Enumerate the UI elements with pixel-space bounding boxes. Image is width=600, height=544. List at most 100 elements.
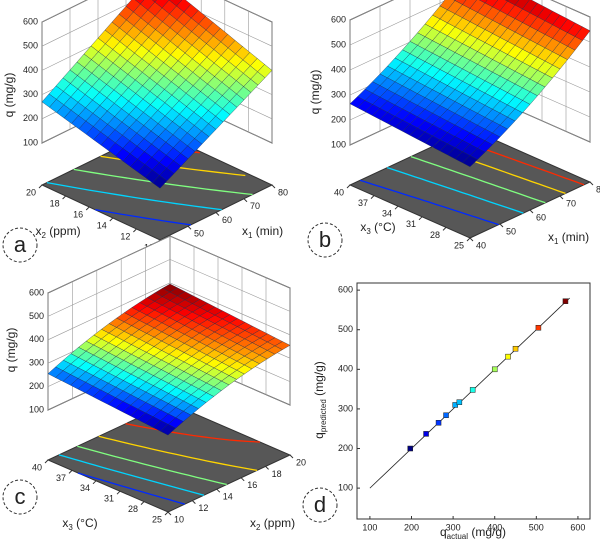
- axis-title: q (mg/g): [2, 73, 16, 118]
- tick-mark: [560, 196, 563, 199]
- tick-mark: [86, 207, 89, 210]
- tick-mark: [371, 196, 374, 199]
- tick-mark: [117, 491, 120, 494]
- y-tick-label: 34: [80, 483, 90, 493]
- y-tick-label: 25: [454, 240, 464, 250]
- axis-unit: (mg/g): [312, 361, 326, 399]
- point: [536, 325, 541, 330]
- tick-mark: [470, 238, 473, 241]
- z-tick-label: 400: [331, 64, 346, 74]
- y-tick-label: 28: [128, 504, 138, 514]
- tick-mark: [467, 238, 470, 241]
- y-tick-label: 34: [382, 209, 392, 219]
- axis-symbol: q: [2, 111, 16, 118]
- point: [408, 446, 413, 451]
- plot-frame: [357, 283, 590, 519]
- axis-title: q (mg/g): [308, 70, 322, 115]
- point: [506, 354, 511, 359]
- axis-symbol: q: [308, 108, 322, 115]
- z-tick-label: 600: [29, 287, 44, 297]
- x-tick-label: 50: [194, 229, 204, 239]
- axis-unit: (min): [558, 230, 589, 244]
- axis-symbol: q: [312, 432, 326, 439]
- y-tick-label: 37: [358, 198, 368, 208]
- axis-symbol: q: [440, 525, 447, 539]
- y-tick-label: 300: [338, 403, 353, 413]
- x-tick-label: 80: [596, 184, 600, 194]
- point: [436, 420, 441, 425]
- tick-mark: [141, 502, 144, 505]
- x-tick-label: 10: [174, 514, 184, 524]
- axis-unit: (mg/g): [2, 73, 16, 111]
- tick-mark: [419, 217, 422, 220]
- axis-title: x2 (ppm): [250, 516, 295, 532]
- tick-mark: [217, 489, 220, 492]
- z-tick-label: 600: [23, 16, 38, 26]
- axis-unit: (ppm): [260, 516, 295, 530]
- y-tick-label: 12: [120, 231, 130, 241]
- y-tick-label: 31: [104, 494, 114, 504]
- axis-title: x1 (min): [242, 224, 283, 240]
- z-tick-label: 100: [29, 404, 44, 414]
- tick-mark: [395, 206, 398, 209]
- z-tick-label: 300: [29, 358, 44, 368]
- axis-title: x3 (°C): [360, 220, 395, 236]
- x-tick-label: 200: [404, 522, 419, 532]
- y-tick-label: 37: [56, 473, 66, 483]
- axis-unit: (ppm): [46, 224, 81, 238]
- point: [492, 367, 497, 372]
- tick-mark: [241, 478, 244, 481]
- y-tick-label: 40: [32, 462, 42, 472]
- point: [563, 299, 568, 304]
- axis-unit: (°C): [371, 220, 396, 234]
- axis-subscript: predicted: [319, 399, 328, 432]
- tick-mark: [530, 210, 533, 213]
- x-tick-label: 60: [222, 215, 232, 225]
- tick-mark: [216, 213, 219, 216]
- tick-mark: [290, 455, 293, 458]
- y-tick-label: 28: [430, 230, 440, 240]
- y-tick-label: 100: [338, 482, 353, 492]
- tick-mark: [39, 185, 42, 188]
- point: [513, 346, 518, 351]
- z-tick-label: 300: [331, 89, 346, 99]
- tick-mark: [192, 501, 195, 504]
- tick-mark: [168, 512, 171, 515]
- z-tick-label: 200: [23, 113, 38, 123]
- z-tick-label: 100: [23, 137, 38, 147]
- axis-symbol: q: [4, 366, 18, 373]
- axis-title: x1 (min): [548, 230, 589, 246]
- panel-label: b: [319, 227, 331, 252]
- y-tick-label: 31: [406, 219, 416, 229]
- axis-unit: (mg/g): [468, 525, 506, 539]
- y-tick-label: 600: [338, 285, 353, 295]
- x-tick-label: 500: [529, 522, 544, 532]
- point: [457, 400, 462, 405]
- axis-unit: (mg/g): [308, 70, 322, 108]
- y-tick-label: 400: [338, 364, 353, 374]
- axis-title: qpredicted (mg/g): [312, 361, 328, 439]
- x-tick-label: 80: [278, 187, 288, 197]
- axis-subscript: actual: [447, 532, 469, 539]
- y-tick-label: 16: [73, 209, 83, 219]
- tick-mark: [244, 199, 247, 202]
- z-tick-label: 600: [331, 14, 346, 24]
- tick-mark: [188, 226, 191, 229]
- z-tick-label: 500: [331, 39, 346, 49]
- tick-mark: [443, 227, 446, 230]
- tick-mark: [69, 470, 72, 473]
- x-tick-label: 70: [250, 201, 260, 211]
- tick-mark: [45, 460, 48, 463]
- x-tick-label: 300: [446, 522, 461, 532]
- tick-mark: [93, 481, 96, 484]
- y-tick-label: 14: [97, 220, 107, 230]
- z-tick-label: 400: [29, 334, 44, 344]
- axis-unit: (mg/g): [4, 328, 18, 366]
- y-tick-label: 500: [338, 324, 353, 334]
- y-tick-label: 40: [334, 187, 344, 197]
- z-tick-label: 300: [23, 89, 38, 99]
- x-tick-label: 100: [362, 522, 377, 532]
- panel-label: a: [14, 232, 27, 257]
- z-tick-label: 100: [331, 139, 346, 149]
